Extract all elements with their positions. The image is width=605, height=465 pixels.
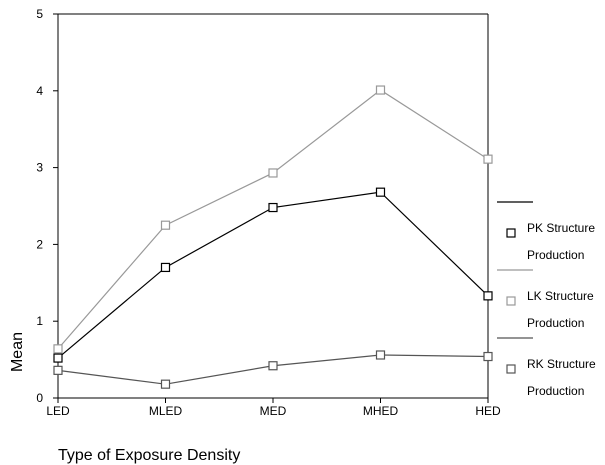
series-marker [160,220,171,230]
series-marker [375,85,386,95]
x-tick-label: MED [260,404,287,418]
legend-label: PK Structure Production [527,221,595,262]
x-tick-label: HED [475,404,501,418]
series-marker [53,344,63,354]
series-marker [268,168,278,178]
y-tick-label: 0 [36,391,43,405]
y-axis-title: Mean [9,332,26,372]
legend-marker [506,364,516,374]
series-marker [53,365,63,375]
series-marker [160,262,171,273]
series-marker [483,154,493,164]
series-marker [268,202,278,213]
y-tick-label: 2 [36,237,43,251]
y-tick-label: 3 [36,161,43,175]
series-marker [160,379,171,389]
legend-label: LK Structure Production [527,289,594,330]
series-layer [53,85,493,389]
x-tick-label: MLED [149,404,183,418]
y-tick-label: 1 [36,314,43,328]
series-marker [268,361,278,371]
series-marker [375,187,386,197]
legend: PK Structure Production LK Structure Produc… [497,201,596,398]
x-tick-label: MHED [363,404,399,418]
series-marker [375,350,386,360]
series-marker [53,353,63,363]
y-tick-label: 4 [36,84,43,98]
legend-marker [506,296,516,306]
series-marker [483,351,493,362]
y-axis-ticks: 0 1 2 3 4 5 [36,7,58,405]
legend-label: RK Structure Production [527,357,596,398]
x-tick-label: LED [46,404,70,418]
series-marker [483,291,493,301]
x-axis-ticks: LED MLED MED MHED HED [46,398,501,418]
legend-marker [506,228,516,238]
x-axis-title: Type of Exposure Density [58,447,240,464]
y-tick-label: 5 [36,7,43,21]
